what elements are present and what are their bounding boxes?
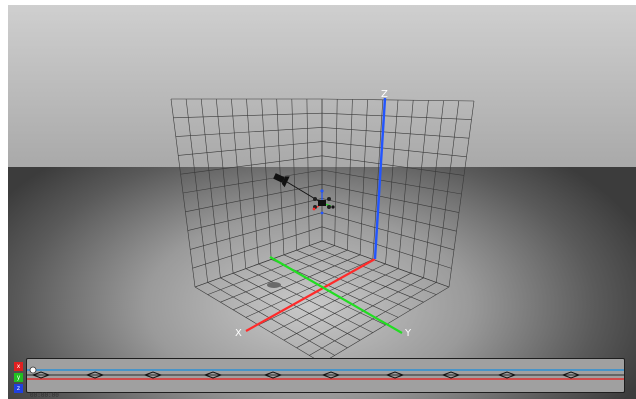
keyframe-diamond-icon[interactable]	[497, 371, 517, 379]
grid-line	[283, 272, 412, 341]
grid-line	[410, 100, 429, 274]
grid-line	[321, 212, 455, 251]
y-axis-label: Y	[404, 328, 412, 339]
grid-line	[261, 98, 272, 260]
track-toggle-x[interactable]: x	[14, 362, 23, 371]
grid-line	[448, 100, 475, 288]
grid-line	[321, 286, 450, 364]
x-axis	[245, 258, 376, 332]
grid-line	[291, 98, 297, 251]
grid-cage	[170, 98, 475, 364]
grid-line	[321, 198, 457, 232]
grid-line	[192, 226, 323, 269]
keyframe-diamond-icon[interactable]	[441, 371, 461, 379]
grid-line	[190, 212, 323, 250]
3d-viewport[interactable]: X Y Z	[8, 5, 636, 399]
keyframe-diamond-icon[interactable]	[31, 371, 51, 379]
keyframe-row[interactable]	[31, 371, 581, 379]
grid-line	[296, 249, 424, 303]
grid-line	[182, 169, 323, 194]
drone-quadcopter-icon[interactable]	[312, 189, 335, 215]
y-axis	[269, 256, 403, 334]
keyframe-diamond-icon[interactable]	[561, 371, 581, 379]
scene-canvas[interactable]: X Y Z	[8, 5, 636, 399]
keyframe-diamond-icon[interactable]	[143, 371, 163, 379]
playhead-circle-icon[interactable]	[29, 366, 37, 374]
grid-line	[185, 183, 323, 213]
keyframe-diamond-icon[interactable]	[263, 371, 283, 379]
animation-timeline[interactable]	[26, 358, 625, 393]
track-toggle-z[interactable]: z	[14, 384, 23, 393]
grid-line	[306, 98, 310, 246]
grid-line	[321, 226, 452, 269]
grid-line	[423, 100, 444, 278]
grid-line	[397, 100, 414, 269]
grid-line	[309, 245, 437, 295]
z-axis	[373, 97, 387, 260]
grid-line	[321, 169, 462, 195]
grid-line	[321, 183, 460, 213]
keyframe-diamond-icon[interactable]	[385, 371, 405, 379]
timeline-curves[interactable]	[27, 359, 624, 392]
object-shadow	[267, 282, 281, 288]
grid-line	[436, 100, 460, 283]
grid-line	[187, 198, 323, 231]
track-toggle-y[interactable]: y	[14, 373, 23, 382]
keyframe-diamond-icon[interactable]	[203, 371, 223, 379]
grid-line	[309, 282, 437, 356]
grid-line	[283, 254, 412, 311]
spotlight-camera-icon[interactable]	[272, 170, 290, 188]
time-readout: 00:00:00	[30, 392, 59, 399]
x-axis-label: X	[235, 328, 242, 339]
keyframe-diamond-icon[interactable]	[85, 371, 105, 379]
grid-line	[271, 268, 399, 333]
z-axis-label: Z	[381, 89, 388, 100]
grid-line	[258, 263, 386, 326]
keyframe-diamond-icon[interactable]	[321, 371, 341, 379]
grid-line	[296, 277, 424, 349]
grid-line	[321, 240, 450, 288]
